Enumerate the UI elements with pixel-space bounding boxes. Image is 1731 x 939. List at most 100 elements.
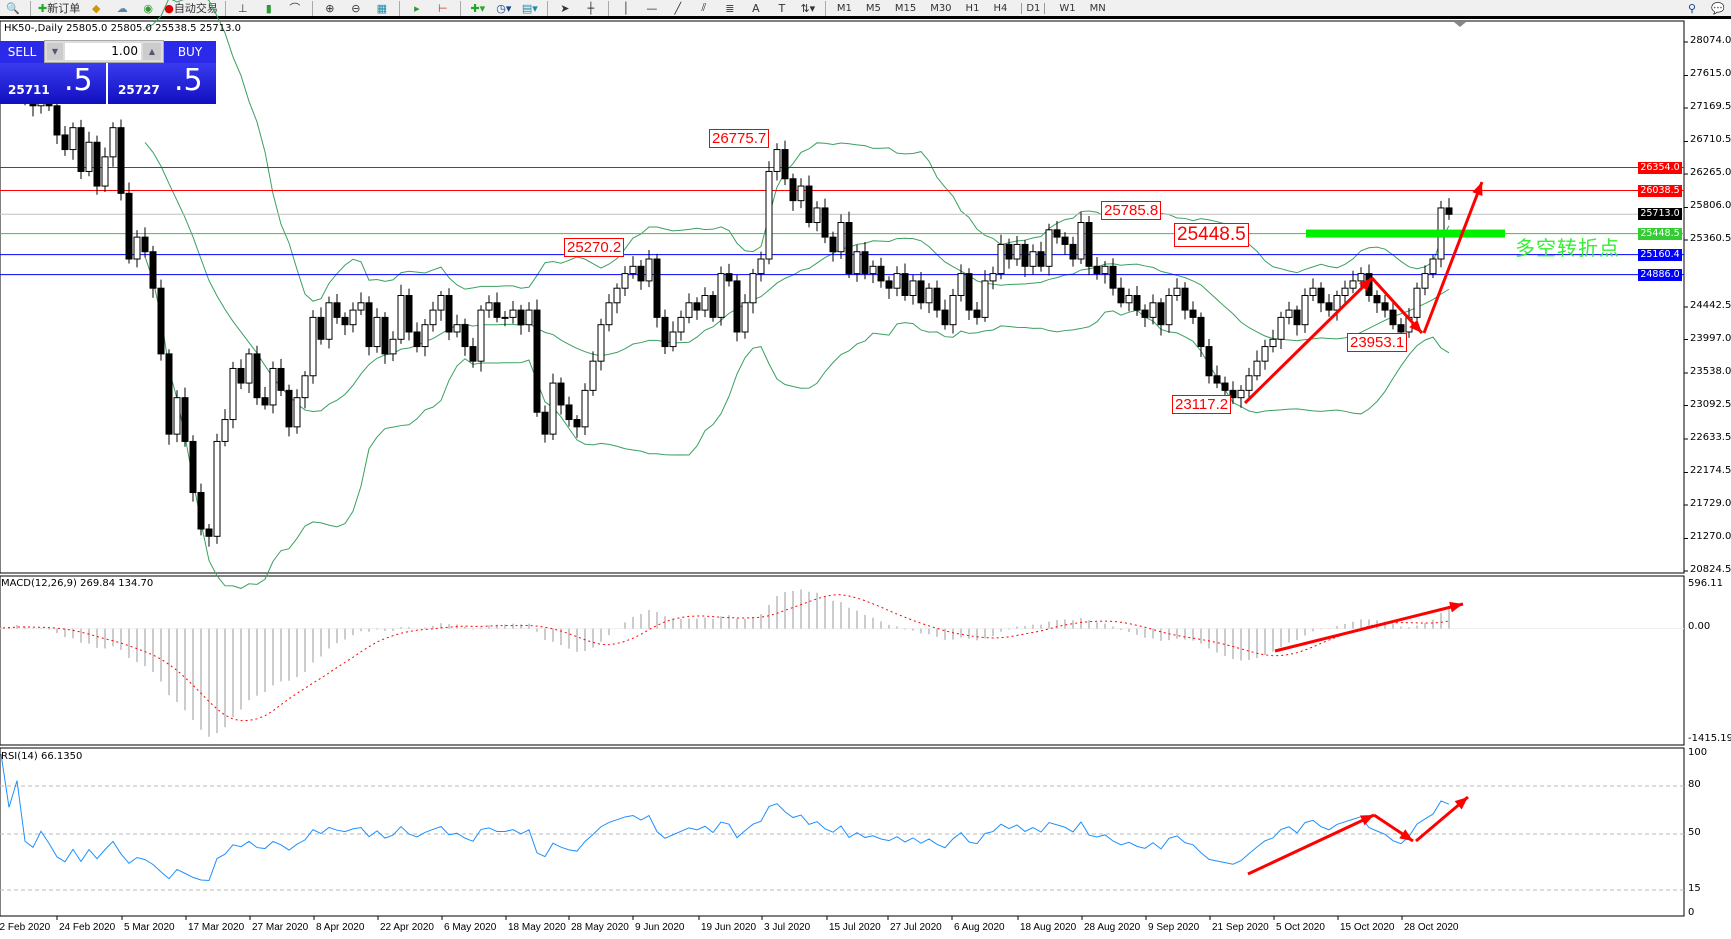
- rsi-arrow-down-head: [1399, 829, 1413, 841]
- candle-up: [629, 265, 637, 275]
- tile-icon[interactable]: ▦: [376, 1, 388, 15]
- cursor-icon[interactable]: ➤: [560, 1, 570, 15]
- candle-up: [589, 360, 597, 391]
- volume-input[interactable]: 1.00: [65, 43, 141, 60]
- candle-down: [861, 251, 869, 275]
- candle-down: [237, 367, 245, 384]
- date-label: 27 Jul 2020: [890, 922, 942, 933]
- price-axis-label: 26265.0: [1690, 167, 1731, 178]
- auto-trading-button[interactable]: ● 自动交易: [164, 1, 218, 16]
- candle-up: [1077, 222, 1085, 260]
- date-label: 5 Mar 2020: [124, 922, 175, 933]
- candle-up: [501, 316, 509, 319]
- scroll-icon[interactable]: ▸: [414, 1, 420, 15]
- candle-down: [1293, 309, 1301, 326]
- timeframe-w1[interactable]: W1: [1059, 2, 1076, 14]
- candle-up: [109, 127, 117, 158]
- timeframe-m15[interactable]: M15: [894, 2, 917, 14]
- history-icon[interactable]: ◆: [91, 1, 101, 15]
- candle-down: [197, 492, 205, 530]
- zoom-icon[interactable]: 🔍: [6, 1, 20, 15]
- candle-down: [845, 222, 853, 275]
- level-tag: 26354.0: [1638, 161, 1682, 174]
- fibo-icon[interactable]: ≣: [725, 1, 735, 15]
- timeframe-bar: M1 M5 M15 M30 H1 H4 D1 W1 MN: [830, 2, 1113, 14]
- template-icon[interactable]: ▤▾: [521, 1, 538, 15]
- date-label: 18 Aug 2020: [1020, 922, 1077, 933]
- candle-down: [1221, 382, 1229, 391]
- candle-down: [149, 251, 157, 289]
- new-order-button[interactable]: ✚ 新订单: [38, 1, 81, 16]
- vline-icon[interactable]: │: [622, 1, 630, 15]
- volume-increase-icon[interactable]: ▲: [143, 43, 161, 60]
- date-label: 22 Apr 2020: [380, 922, 434, 933]
- text-icon[interactable]: A: [752, 1, 760, 15]
- macd-axis-max: 596.11: [1688, 578, 1723, 589]
- terminal-icon[interactable]: ☁: [116, 1, 128, 15]
- candle-down: [733, 280, 741, 333]
- date-label: 12 Feb 2020: [0, 922, 51, 933]
- timeframe-m30[interactable]: M30: [930, 2, 952, 14]
- new-order-icon: ✚: [38, 1, 48, 15]
- macd-axis-zero: 0.00: [1688, 621, 1711, 632]
- price-axis-label: 26710.5: [1690, 134, 1731, 146]
- shift-icon[interactable]: ⊢: [438, 1, 448, 15]
- toolbar-divider: [607, 0, 609, 16]
- timeframe-m5[interactable]: M5: [865, 2, 881, 14]
- arrow-up-1-head: [1358, 278, 1372, 291]
- timeframe-h4[interactable]: H4: [993, 2, 1008, 14]
- trendline-icon[interactable]: ╱: [674, 1, 682, 15]
- date-label: 28 May 2020: [571, 922, 629, 933]
- zoom-in-icon[interactable]: ⊕: [325, 1, 335, 15]
- indicator-icon[interactable]: ✚▾: [470, 1, 486, 15]
- buy-button[interactable]: BUY: [164, 41, 216, 63]
- signal-icon[interactable]: ◉: [143, 1, 154, 15]
- arrows-icon[interactable]: ⇅▾: [800, 1, 816, 15]
- annotation-pivot: 25448.5: [1174, 223, 1249, 247]
- rsi-arrow-up-1-head: [1360, 815, 1374, 826]
- candle-down: [157, 287, 165, 355]
- candle-up: [325, 302, 333, 340]
- chat-icon[interactable]: 💬: [1711, 1, 1725, 15]
- timeframe-m1[interactable]: M1: [836, 2, 852, 14]
- chart-header: HK50-,Daily 25805.0 25805.0 25538.5 2571…: [4, 23, 242, 34]
- candle-up: [621, 273, 629, 289]
- candle-down: [493, 302, 501, 318]
- price-axis-label: 24442.5: [1690, 299, 1731, 311]
- candle-up: [893, 273, 901, 289]
- candle-down: [1373, 294, 1381, 304]
- channel-icon[interactable]: ⫽: [701, 1, 707, 14]
- macd-arrow-head: [1449, 601, 1463, 613]
- candle-chart-icon[interactable]: ▮: [265, 1, 272, 15]
- sell-button[interactable]: SELL: [0, 41, 44, 63]
- period-icon[interactable]: ◷▾: [496, 1, 512, 15]
- timeframe-h1[interactable]: H1: [965, 2, 980, 14]
- sell-price[interactable]: 25711.5: [0, 63, 106, 104]
- hline-icon[interactable]: —: [646, 1, 658, 15]
- line-chart-icon[interactable]: ⌒: [289, 2, 301, 15]
- candle-up: [221, 419, 229, 442]
- zoom-out-icon[interactable]: ⊖: [351, 1, 361, 15]
- candle-down: [1397, 324, 1405, 333]
- candle-down: [1061, 236, 1069, 245]
- candle-up: [925, 287, 933, 304]
- rsi-panel-frame: [0, 747, 1685, 917]
- bar-chart-icon[interactable]: ⊥: [238, 1, 248, 15]
- buy-price[interactable]: 25727.5: [108, 63, 216, 104]
- crosshair-icon[interactable]: ┼: [587, 1, 595, 15]
- bollinger-lower: [144, 256, 1450, 589]
- timeframe-d1[interactable]: D1: [1021, 2, 1046, 14]
- candle-down: [317, 316, 325, 340]
- candle-down: [781, 149, 789, 180]
- volume-decrease-icon[interactable]: ▼: [47, 43, 63, 60]
- price-axis-label: 20824.5: [1690, 564, 1731, 575]
- candle-down: [541, 411, 549, 435]
- label-icon[interactable]: T: [778, 1, 786, 15]
- candle-down: [205, 528, 213, 537]
- timeframe-mn[interactable]: MN: [1089, 2, 1106, 14]
- candle-up: [773, 149, 781, 172]
- candle-down: [1021, 243, 1029, 267]
- search-icon[interactable]: ⚲: [1687, 1, 1697, 15]
- candle-up: [421, 324, 429, 348]
